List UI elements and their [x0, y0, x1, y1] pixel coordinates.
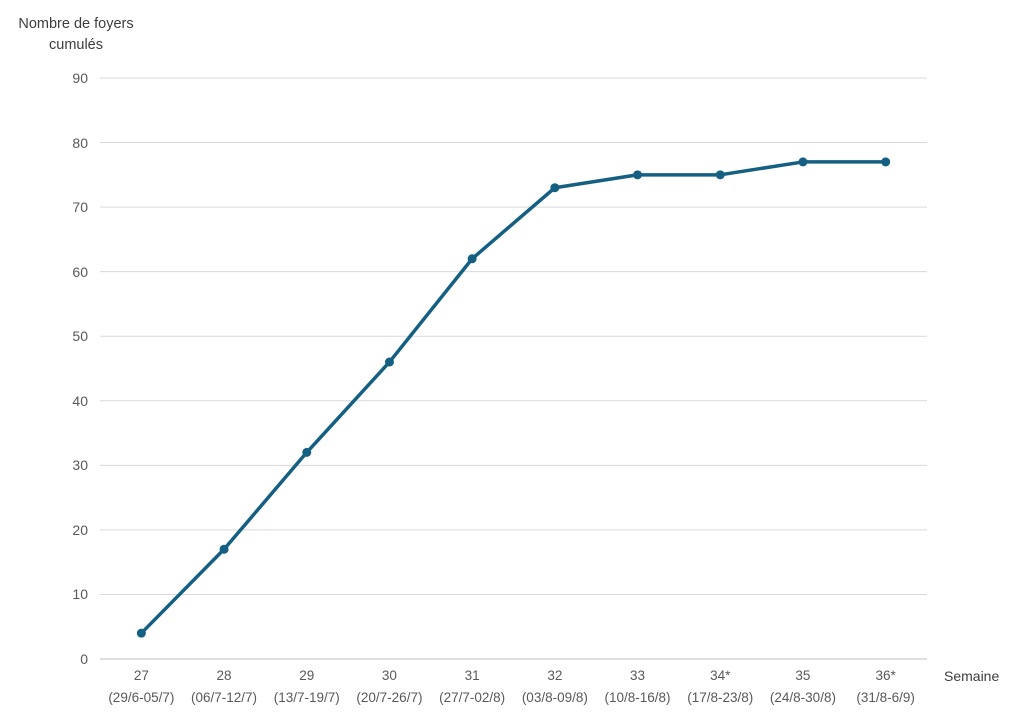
- x-tick-dates: (17/8-23/8): [687, 690, 754, 705]
- x-tick-dates: (13/7-19/7): [273, 690, 340, 705]
- x-tick-dates: (10/8-16/8): [604, 690, 671, 705]
- x-tick-week: 36*: [875, 668, 896, 683]
- x-tick-week: 35: [795, 668, 811, 683]
- x-tick-dates: (24/8-30/8): [769, 690, 836, 705]
- x-tick-week: 29: [299, 668, 315, 683]
- data-point-marker: [715, 170, 725, 180]
- y-axis-title: Nombre de foyers cumulés: [7, 14, 145, 56]
- data-point-marker: [881, 157, 891, 167]
- y-tick-label: 0: [80, 651, 88, 667]
- data-point-marker: [798, 157, 808, 167]
- x-tick-dates: (06/7-12/7): [191, 690, 258, 705]
- x-tick-dates: (29/6-05/7): [108, 690, 175, 705]
- x-tick-label: 27 (29/6-05/7): [79, 665, 203, 709]
- x-tick-label: 28 (06/7-12/7): [162, 665, 286, 709]
- x-tick-dates: (27/7-02/8): [439, 690, 506, 705]
- x-tick-week: 34*: [710, 668, 731, 683]
- x-tick-label: 31 (27/7-02/8): [410, 665, 534, 709]
- series-line: [139, 160, 888, 635]
- x-tick-week: 33: [630, 668, 646, 683]
- x-tick-week: 32: [547, 668, 563, 683]
- x-tick-week: 28: [216, 668, 232, 683]
- x-tick-label: 36* (31/8-6/9): [824, 665, 948, 709]
- x-tick-week: 31: [464, 668, 480, 683]
- y-tick-label: 10: [72, 586, 88, 603]
- y-tick-label: 70: [72, 199, 88, 216]
- x-tick-dates: (31/8-6/9): [856, 690, 915, 705]
- x-tick-label: 30 (20/7-26/7): [327, 665, 451, 709]
- data-point-marker: [136, 628, 146, 638]
- y-axis-title-line2: cumulés: [49, 37, 103, 53]
- x-tick-week: 30: [381, 668, 397, 683]
- y-tick-label: 50: [72, 328, 88, 345]
- data-point-marker: [467, 254, 477, 264]
- data-point-marker: [550, 183, 560, 193]
- x-tick-label: 32 (03/8-09/8): [493, 665, 617, 709]
- x-tick-dates: (03/8-09/8): [521, 690, 588, 705]
- y-axis-title-line1: Nombre de foyers: [18, 16, 134, 32]
- x-tick-week: 27: [133, 668, 149, 683]
- data-point-marker: [219, 544, 229, 554]
- x-tick-label: 34* (17/8-23/8): [658, 665, 782, 709]
- data-point-marker: [302, 447, 312, 457]
- x-axis-title: Semaine: [944, 668, 1000, 684]
- x-tick-label: 33 (10/8-16/8): [576, 665, 700, 709]
- y-tick-label: 30: [72, 457, 88, 474]
- x-tick-label: 35 (24/8-30/8): [741, 665, 865, 709]
- data-point-marker: [633, 170, 643, 180]
- y-tick-label: 20: [72, 521, 88, 538]
- y-tick-label: 80: [72, 134, 88, 151]
- y-tick-label: 40: [72, 392, 88, 409]
- data-point-marker: [384, 357, 394, 367]
- x-tick-dates: (20/7-26/7): [356, 690, 423, 705]
- y-tick-label: 60: [72, 263, 88, 280]
- x-tick-label: 29 (13/7-19/7): [245, 665, 369, 709]
- y-tick-label: 90: [72, 70, 88, 86]
